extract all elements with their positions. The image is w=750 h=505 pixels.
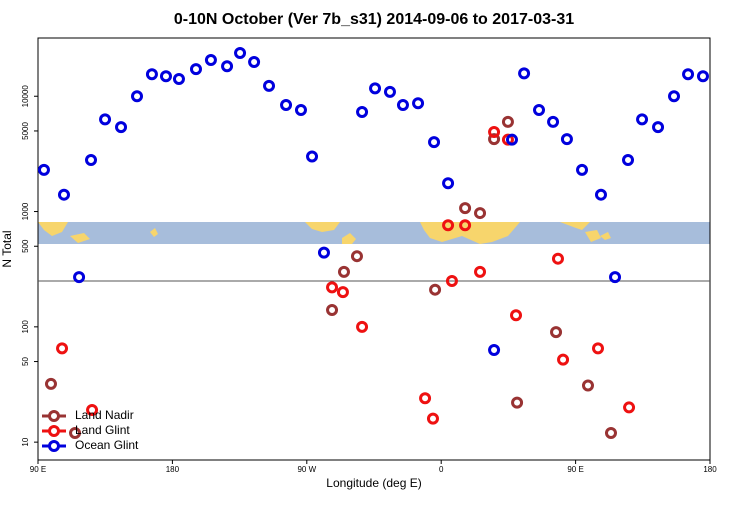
point bbox=[488, 343, 501, 356]
point bbox=[623, 401, 636, 414]
x-tick-label: 90 E bbox=[30, 465, 46, 474]
point bbox=[85, 153, 98, 166]
point bbox=[576, 163, 589, 176]
chart-title: 0-10N October (Ver 7b_s31) 2014-09-06 to… bbox=[174, 11, 574, 28]
point bbox=[306, 150, 319, 163]
legend-marker bbox=[48, 440, 60, 452]
point bbox=[592, 342, 604, 355]
map-strip bbox=[38, 222, 710, 244]
point bbox=[317, 246, 330, 259]
point bbox=[682, 68, 695, 81]
y-tick-label: 5000 bbox=[21, 122, 30, 140]
point bbox=[518, 67, 531, 80]
point bbox=[511, 396, 524, 409]
point bbox=[221, 60, 234, 73]
point bbox=[488, 125, 501, 138]
point bbox=[280, 98, 293, 111]
point bbox=[550, 326, 563, 339]
legend-marker bbox=[48, 425, 60, 437]
point bbox=[131, 90, 144, 103]
point bbox=[189, 63, 202, 76]
point bbox=[86, 404, 99, 416]
point bbox=[412, 97, 425, 110]
point bbox=[459, 202, 472, 215]
y-tick-label: 10 bbox=[21, 437, 30, 446]
point bbox=[488, 133, 501, 146]
point bbox=[263, 79, 276, 92]
y-axis-label: N Total bbox=[0, 230, 14, 267]
point bbox=[474, 265, 487, 278]
point bbox=[533, 103, 546, 116]
y-tick-label: 1000 bbox=[21, 202, 30, 220]
point bbox=[501, 133, 514, 146]
point bbox=[383, 85, 396, 98]
y-tick-label: 100 bbox=[21, 320, 30, 334]
point bbox=[442, 177, 455, 190]
x-tick-label: 180 bbox=[166, 465, 180, 474]
point bbox=[337, 265, 350, 278]
legend-label: Land Glint bbox=[75, 423, 130, 437]
point bbox=[172, 73, 185, 86]
point bbox=[356, 320, 369, 333]
point bbox=[581, 379, 594, 392]
x-tick-label: 90 E bbox=[567, 465, 583, 474]
point bbox=[294, 103, 307, 116]
point bbox=[429, 283, 442, 296]
point bbox=[652, 121, 665, 134]
y-tick-label: 500 bbox=[21, 239, 30, 253]
point bbox=[396, 98, 409, 111]
point bbox=[57, 188, 70, 201]
point bbox=[37, 163, 50, 176]
point bbox=[560, 133, 573, 146]
point bbox=[234, 47, 247, 60]
point bbox=[551, 252, 564, 265]
point bbox=[668, 90, 681, 103]
point bbox=[510, 309, 523, 322]
point bbox=[115, 121, 128, 134]
point bbox=[204, 54, 217, 67]
legend-label: Land Nadir bbox=[75, 408, 134, 422]
point bbox=[145, 68, 158, 81]
point bbox=[445, 274, 458, 287]
point bbox=[336, 286, 349, 299]
point bbox=[474, 207, 487, 220]
point bbox=[696, 70, 709, 83]
point bbox=[419, 392, 432, 405]
y-tick-label: 10000 bbox=[21, 85, 30, 108]
point bbox=[426, 412, 439, 425]
point bbox=[350, 250, 363, 263]
y-tick-label: 50 bbox=[21, 357, 30, 366]
point bbox=[604, 427, 617, 440]
point bbox=[69, 427, 82, 440]
point bbox=[636, 113, 649, 126]
point bbox=[622, 153, 635, 166]
point bbox=[248, 56, 261, 69]
x-tick-label: 90 W bbox=[297, 465, 316, 474]
point bbox=[73, 271, 86, 284]
legend-label: Ocean Glint bbox=[75, 438, 139, 452]
point bbox=[594, 188, 607, 201]
point bbox=[99, 113, 112, 126]
legend-marker bbox=[48, 410, 60, 422]
point bbox=[609, 271, 622, 284]
point bbox=[505, 133, 518, 146]
point bbox=[326, 281, 339, 294]
point bbox=[56, 342, 69, 355]
point bbox=[459, 219, 472, 232]
point bbox=[557, 353, 570, 366]
point bbox=[356, 106, 369, 119]
x-tick-label: 0 bbox=[439, 465, 444, 474]
x-axis-label: Longitude (deg E) bbox=[326, 476, 421, 490]
point bbox=[44, 377, 57, 390]
x-tick-label: 180 bbox=[703, 465, 717, 474]
point bbox=[501, 115, 514, 128]
point bbox=[159, 70, 172, 83]
plot-frame bbox=[37, 37, 711, 461]
point bbox=[326, 303, 339, 316]
point bbox=[547, 115, 560, 128]
point bbox=[369, 82, 382, 95]
point bbox=[428, 136, 441, 149]
point bbox=[442, 219, 455, 232]
